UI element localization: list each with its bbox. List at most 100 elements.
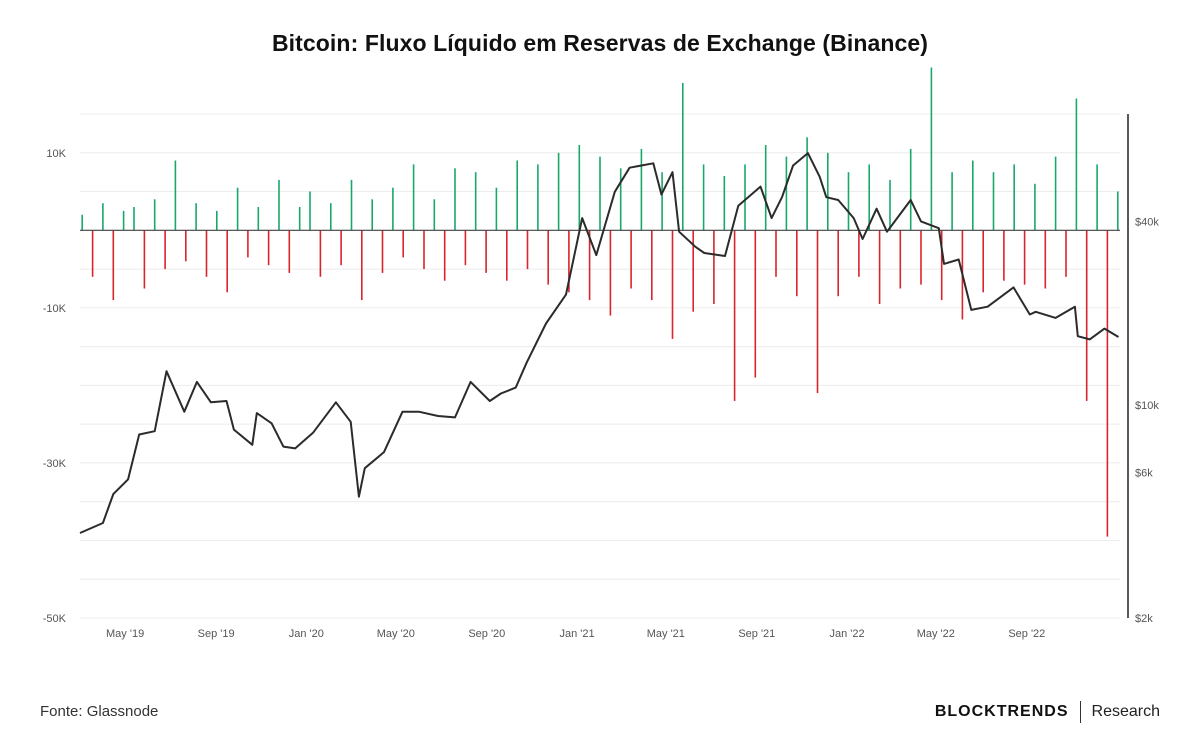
brand-name: BLOCKTRENDS (934, 703, 1069, 720)
outflow-bar (796, 230, 798, 297)
inflow-bar (278, 179, 280, 231)
x-tick-label: Sep '20 (468, 628, 505, 640)
y-right-tick-label: $10k (1135, 400, 1159, 412)
inflow-bar (495, 187, 498, 231)
brand-logo: BLOCKTRENDS Research (935, 701, 1160, 723)
outflow-bar (837, 230, 839, 297)
inflow-bar (537, 164, 539, 231)
outflow-bar (464, 230, 467, 266)
outflow-bar (267, 230, 270, 266)
x-tick-label: Jan '22 (829, 628, 864, 640)
x-tick-label: Jan '20 (289, 628, 324, 640)
outflow-bar (361, 230, 363, 301)
inflow-bar (868, 164, 870, 231)
outflow-bar (1106, 230, 1109, 537)
inflow-bar (1054, 156, 1057, 231)
inflow-bar (578, 145, 581, 231)
outflow-bar (754, 230, 757, 378)
y-right-tick-label: $6k (1135, 468, 1153, 480)
outflow-bar (402, 230, 404, 258)
outflow-bar (816, 230, 819, 394)
outflow-bar (205, 230, 208, 277)
outflow-bar (485, 230, 487, 273)
x-tick-label: Sep '19 (198, 628, 235, 640)
inflow-bar (330, 203, 332, 231)
outflow-bar (112, 230, 115, 301)
x-tick-label: May '20 (377, 628, 415, 640)
brand-divider (1079, 701, 1081, 723)
x-tick-label: Sep '21 (738, 628, 775, 640)
inflow-bar (764, 145, 767, 231)
inflow-bar (619, 168, 622, 231)
outflow-bar (858, 230, 860, 277)
outflow-bar (651, 230, 653, 301)
x-tick-label: Jan '21 (559, 628, 594, 640)
outflow-bar (878, 230, 881, 304)
outflow-bar (1023, 230, 1026, 285)
inflow-bar (81, 214, 83, 231)
outflow-bar (982, 230, 984, 293)
x-tick-label: Sep '22 (1008, 628, 1045, 640)
inflow-bar (557, 152, 560, 231)
outflow-bar (671, 230, 674, 339)
inflow-bar (371, 199, 373, 231)
inflow-bar (972, 160, 974, 231)
outflow-bar (588, 230, 591, 301)
inflow-bar (298, 207, 301, 231)
chart-title: Bitcoin: Fluxo Líquido em Reservas de Ex… (271, 30, 929, 56)
source-label: Fonte: Glassnode (40, 703, 159, 720)
inflow-bar (412, 164, 415, 231)
inflow-bar (174, 160, 177, 231)
inflow-bar (930, 67, 933, 231)
inflow-bar (153, 199, 156, 231)
outflow-bar (733, 230, 736, 401)
outflow-bar (1044, 230, 1047, 289)
outflow-bar (91, 230, 94, 277)
inflow-bar (702, 164, 705, 231)
axis-ticks: 10K -10K -30K -50K $40k $10k $6k $2k May '19 Sep … (43, 148, 1160, 640)
outflow-bar (247, 230, 249, 258)
x-tick-label: May '22 (917, 628, 955, 640)
inflow-bar (350, 179, 353, 231)
inflow-bar (785, 156, 788, 231)
outflow-bar (319, 230, 322, 277)
outflow-bar (692, 230, 694, 312)
outflow-bar (340, 230, 342, 266)
inflow-bar (744, 164, 746, 231)
outflow-bar (164, 230, 166, 270)
outflow-bar (547, 230, 549, 285)
inflow-bar (516, 160, 518, 231)
inflow-bar (661, 172, 663, 231)
inflow-bar (889, 179, 891, 231)
x-tick-label: May '19 (106, 628, 144, 640)
outflow-bar (381, 230, 384, 273)
outflow-bar (185, 230, 187, 262)
brand-sub: Research (1091, 703, 1160, 720)
outflow-bar (568, 230, 570, 293)
outflow-bar (526, 230, 529, 270)
outflow-bar (506, 230, 508, 281)
inflow-bar (599, 156, 601, 231)
inflow-bar (433, 199, 436, 231)
outflow-bar (899, 230, 902, 289)
inflow-bar (827, 152, 829, 231)
inflow-bar (1096, 164, 1098, 231)
outflow-bar (775, 230, 777, 277)
inflow-bar (909, 148, 912, 231)
inflow-bar (847, 172, 850, 231)
outflow-bar (443, 230, 446, 281)
outflow-bar (1085, 230, 1088, 401)
y-right-tick-label: $40k (1135, 216, 1159, 228)
inflow-bar (309, 191, 311, 231)
y-left-tick-label: 10K (46, 148, 66, 160)
inflow-bar (951, 172, 953, 231)
inflow-bar (195, 203, 197, 231)
price-line (79, 152, 1120, 534)
inflow-bar (257, 207, 260, 231)
inflow-bar (392, 187, 394, 231)
inflow-bar (723, 176, 726, 231)
outflow-bar (1003, 230, 1005, 281)
outflow-bar (940, 230, 943, 301)
outflow-bar (920, 230, 922, 285)
inflow-bar (682, 83, 684, 231)
